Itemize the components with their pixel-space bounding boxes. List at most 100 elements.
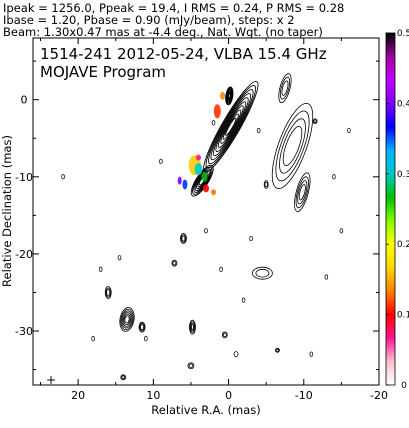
blob-contour — [124, 315, 130, 324]
blob-contour — [275, 348, 280, 352]
blob-contour — [139, 323, 145, 332]
blob-contour — [233, 351, 239, 358]
contour-layer — [61, 73, 351, 381]
west-upper-contour — [281, 80, 289, 96]
core-marker: + — [46, 373, 56, 387]
y-tick-label: -10 — [15, 171, 33, 184]
knot-contour — [194, 170, 210, 191]
knot-contour — [192, 166, 213, 195]
polarization-knot-patch — [177, 176, 182, 185]
knot-contour — [193, 168, 212, 193]
blob-contour — [222, 332, 227, 338]
y-axis-label: Relative Declination (mas) — [0, 135, 14, 287]
x-tick-label: -20 — [370, 389, 388, 402]
y-tick-label: 0 — [21, 94, 28, 107]
jet-contour — [208, 89, 254, 165]
blob-contour — [105, 287, 111, 298]
blob-contour — [138, 321, 146, 333]
x-tick-label: 10 — [146, 389, 160, 402]
knot-contour — [196, 172, 209, 190]
west-blob-contour — [298, 184, 306, 201]
colorbar-ticks: 0 0.1 0.2 0.3 0.4 0.5 — [386, 29, 409, 391]
blob-contour — [121, 375, 126, 380]
colorbar-tick-label: 0.5 — [397, 29, 409, 39]
blob-contour — [106, 289, 111, 296]
colorbar-tick-label: 0.2 — [397, 240, 409, 250]
plot-subtitle: MOJAVE Program — [40, 63, 166, 81]
west-blob-contour — [295, 176, 309, 209]
polarization-core-patch — [220, 91, 226, 100]
noise-contour — [159, 158, 163, 164]
plot-frame — [32, 37, 380, 386]
blob-contour — [180, 233, 187, 244]
blob-contour — [104, 286, 112, 299]
west-upper-contour — [278, 73, 292, 104]
core-contour — [228, 93, 231, 99]
blob-contour — [121, 310, 133, 329]
noise-contour — [309, 351, 314, 357]
x-axis-label: Relative R.A. (mas) — [151, 403, 260, 417]
polarization-core-patch — [213, 104, 221, 119]
colorbar-tick-label: 0.1 — [397, 311, 409, 321]
west-upper-contour — [279, 76, 291, 100]
blob-contour — [264, 181, 268, 188]
noise-contour — [61, 174, 65, 180]
blob-contour — [221, 331, 228, 339]
south-contour — [255, 268, 270, 278]
polarization-knot-patch — [201, 171, 208, 182]
west-blob-contour — [294, 172, 311, 213]
noise-contour — [117, 255, 122, 261]
blob-contour — [189, 321, 196, 334]
noise-contour — [144, 336, 148, 342]
y-tick-label: -30 — [15, 325, 33, 338]
colorbar-tick-label: 0.4 — [397, 99, 409, 109]
polarization-knot-patch — [182, 179, 188, 190]
jet-contour — [220, 109, 242, 144]
noise-contour — [332, 174, 336, 180]
noise-contour — [249, 235, 253, 242]
polarization-knot-patch — [203, 184, 209, 193]
header-line-1: Ipeak = 1256.0, Ppeak = 19.4, I RMS = 0.… — [3, 1, 344, 15]
jet-contour — [215, 101, 247, 153]
blob-contour — [189, 319, 196, 335]
noise-contour — [339, 228, 344, 234]
noise-contour — [219, 266, 223, 272]
blob-contour — [120, 308, 134, 331]
noise-contour — [347, 127, 351, 134]
axis-ticks: 20 10 0 -10 -20 0 -10 -20 -30 — [15, 38, 388, 402]
blob-contour — [263, 180, 269, 189]
west-emission-contour — [279, 118, 306, 174]
noise-contour — [241, 297, 246, 303]
west-emission-contour — [282, 125, 303, 166]
plot-title: 1514-241 2012-05-24, VLBA 15.4 GHz — [40, 45, 327, 63]
noise-contour — [98, 266, 103, 272]
noise-contour — [211, 120, 216, 126]
colorbar-tick-label: 0 — [401, 381, 407, 391]
x-tick-label: 20 — [71, 389, 85, 402]
blob-contour — [313, 119, 317, 124]
jet-contour — [210, 93, 252, 161]
jet-contour — [222, 113, 239, 140]
south-contour — [252, 266, 273, 280]
noise-contour — [204, 228, 208, 234]
blob-contour — [122, 312, 132, 327]
polarization-knot-patch — [211, 189, 217, 196]
blob-contour — [187, 362, 195, 370]
polarization-knot-patch — [195, 154, 201, 161]
blob-contour — [140, 324, 144, 331]
x-tick-label: 0 — [225, 389, 232, 402]
blob-contour — [180, 234, 187, 243]
header-line-2: Ibase = 1.20, Pbase = 0.90 (mJy/beam), s… — [3, 13, 295, 27]
colorbar-tick-label: 0.3 — [397, 170, 409, 180]
noise-contour — [91, 336, 95, 342]
jet-contour — [213, 97, 249, 157]
blob-contour — [172, 260, 177, 266]
blob-contour — [191, 324, 194, 330]
west-blob-contour — [297, 180, 308, 205]
blob-contour — [119, 307, 135, 332]
west-emission-contour — [275, 110, 310, 182]
blob-contour — [312, 118, 318, 125]
polarization-color-overlay — [177, 91, 226, 196]
